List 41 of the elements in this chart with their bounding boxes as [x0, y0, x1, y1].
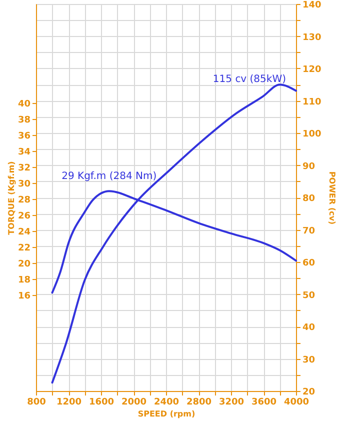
y2-tick-label: 30	[302, 355, 316, 366]
y2-tick-label: 110	[302, 97, 322, 108]
x-tick-label: 2800	[186, 398, 212, 408]
x-tick-label: 1600	[88, 398, 114, 408]
y-tick-label: 22	[18, 244, 30, 254]
x-tick-label: 3200	[218, 398, 244, 408]
y-tick-label: 32	[18, 164, 30, 174]
y2-tick-label: 90	[302, 162, 316, 172]
y2-tick-label: 60	[302, 258, 316, 268]
y-tick-label: 36	[18, 132, 30, 142]
x-tick-label: 4000	[284, 398, 310, 408]
y-tick-label: 30	[18, 180, 30, 190]
annotation: 29 Kgf.m (284 Nm)	[62, 171, 157, 182]
y2-tick-label: 120	[302, 65, 322, 75]
annotation: 115 cv (85kW)	[212, 74, 286, 85]
x-axis-title: SPEED (rpm)	[138, 410, 196, 418]
y2-tick-label: 50	[302, 290, 316, 301]
y2-axis-title: POWER (cv)	[327, 171, 336, 225]
y-tick-label: 28	[18, 196, 30, 206]
y2-tick-label: 70	[302, 226, 316, 236]
x-tick-label: 2000	[121, 398, 147, 408]
y-axis-title: TORQUE (Kgf.m)	[6, 161, 16, 235]
x-tick-label: 800	[27, 398, 46, 408]
y2-tick-label: 100	[302, 130, 322, 140]
y2-tick-label: 80	[302, 194, 316, 204]
y-tick-label: 20	[18, 260, 30, 270]
y-tick-label: 18	[18, 276, 30, 286]
x-tick-label: 3600	[251, 398, 277, 408]
x-tick-label: 2400	[154, 398, 180, 408]
y2-tick-label: 20	[302, 388, 316, 398]
y-tick-label: 38	[18, 116, 30, 126]
y-tick-label: 40	[18, 100, 30, 110]
y2-tick-label: 140	[302, 0, 322, 10]
y2-tick-label: 130	[302, 32, 322, 43]
y2-tick-label: 40	[302, 323, 316, 333]
y-tick-label: 24	[18, 228, 30, 238]
y-tick-label: 16	[18, 292, 30, 302]
y-tick-label: 34	[18, 148, 30, 158]
y-tick-label: 26	[18, 212, 30, 222]
x-tick-label: 1200	[56, 398, 82, 408]
line-series	[51, 84, 297, 384]
